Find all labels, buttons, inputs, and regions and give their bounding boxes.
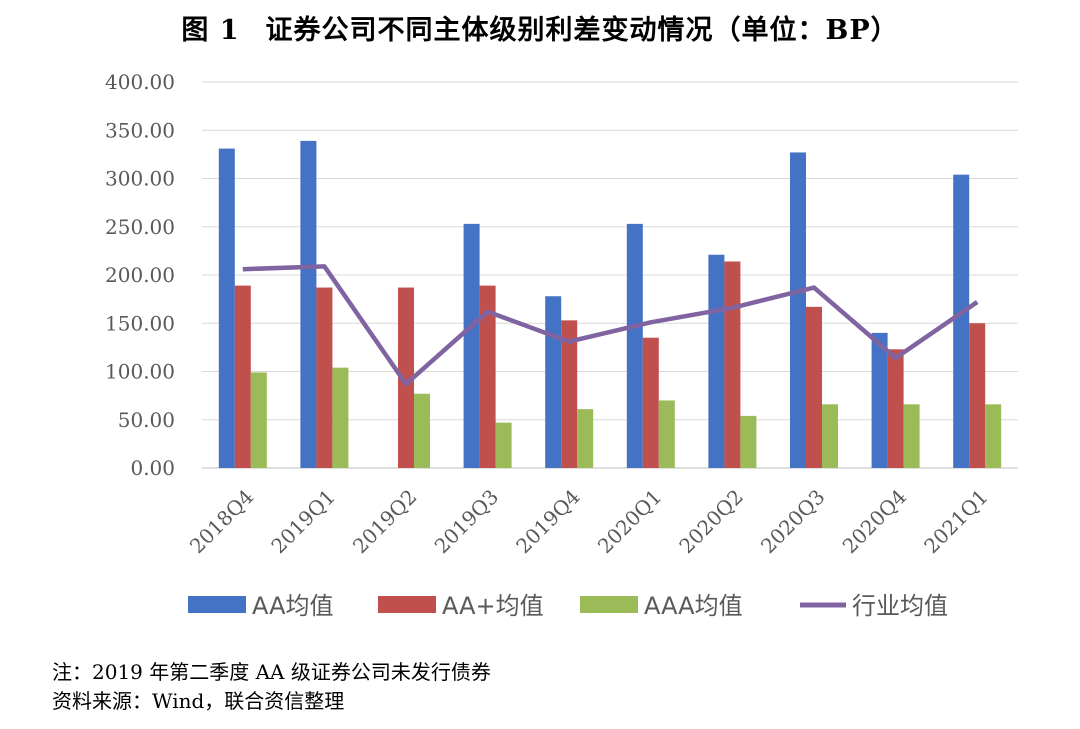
figure-number: 图 1 [181,15,240,46]
y-tick-label: 100.00 [105,360,175,384]
bars [218,140,1002,469]
x-tick-label: 2020Q2 [674,485,748,559]
x-tick-label: 2019Q1 [266,485,340,559]
bar-aa-plus [806,306,822,468]
legend: AA均值 AA+均值 AAA均值 行业均值 [188,592,948,620]
legend-label: AAA均值 [644,592,743,620]
bar-aa [300,140,317,469]
bar-aa [218,148,235,468]
x-tick-label: 2020Q1 [593,485,667,559]
industry-average-line [242,264,979,387]
bar-aaa [822,404,838,468]
bar-aaa [495,422,512,468]
bar-aaa [985,404,1002,468]
y-tick-label: 50.00 [118,408,175,432]
bar-aa-plus [316,287,333,468]
figure-title: 证券公司不同主体级别利差变动情况（单位：BP） [265,15,899,46]
x-tick-label: 2020Q4 [838,485,912,559]
bar-aa [545,296,562,468]
y-tick-label: 200.00 [105,263,175,287]
y-tick-label: 400.00 [105,70,175,94]
bar-aa [953,174,970,468]
chart-title: 图 1 证券公司不同主体级别利差变动情况（单位：BP） [0,8,1080,47]
bar-aa-plus [398,287,414,468]
legend-swatch [580,596,638,613]
bar-aaa [903,404,920,468]
bar-aa-plus [479,285,496,468]
legend-label: AA均值 [252,592,334,620]
legend-swatch [378,596,436,613]
x-tick-label: 2019Q3 [430,485,504,559]
y-tick-label: 150.00 [105,311,175,335]
y-tick-label: 300.00 [105,167,175,191]
bar-aa-plus [724,261,741,468]
gridlines [202,81,1018,469]
bar-aaa [658,400,675,468]
bar-aa [871,332,888,468]
x-tick-label: 2019Q4 [511,485,585,559]
bar-aa-plus [561,320,578,468]
footnote: 注：2019 年第二季度 AA 级证券公司未发行债券 [52,660,491,684]
bar-aa-plus [887,349,904,468]
y-axis-ticks: 0.00 50.00 100.00 150.00 200.00 250.00 300.00 3… [105,70,175,480]
notes: 注：2019 年第二季度 AA 级证券公司未发行债券 资料来源：Wind，联合资… [52,658,491,716]
source-line: 资料来源：Wind，联合资信整理 [52,689,345,713]
bar-aa [790,152,806,468]
y-tick-label: 350.00 [105,118,175,142]
bar-aa-plus [642,337,659,468]
bar-aaa [414,393,430,468]
bar-aa [463,223,480,468]
x-tick-label: 2020Q3 [756,485,830,559]
legend-label: 行业均值 [852,592,948,620]
x-tick-label: 2019Q2 [348,485,422,559]
bar-aaa [577,409,594,468]
legend-label: AA+均值 [442,592,544,620]
x-axis-ticks: 2018Q4 2019Q1 2019Q2 2019Q3 2019Q4 2020Q1 2020… [185,485,993,559]
y-tick-label: 250.00 [105,215,175,239]
legend-swatch [188,596,246,613]
x-tick-label: 2021Q1 [919,485,993,559]
bar-aaa [250,372,267,468]
bar-aa-plus [234,285,251,468]
bar-aa-plus [969,323,986,468]
x-tick-label: 2018Q4 [185,485,259,559]
bar-aaa [332,367,349,468]
bar-aaa [740,415,757,468]
y-tick-label: 0.00 [130,456,175,480]
bar-aa [708,254,725,468]
industry-line [242,264,979,387]
bar-aa [626,223,643,468]
